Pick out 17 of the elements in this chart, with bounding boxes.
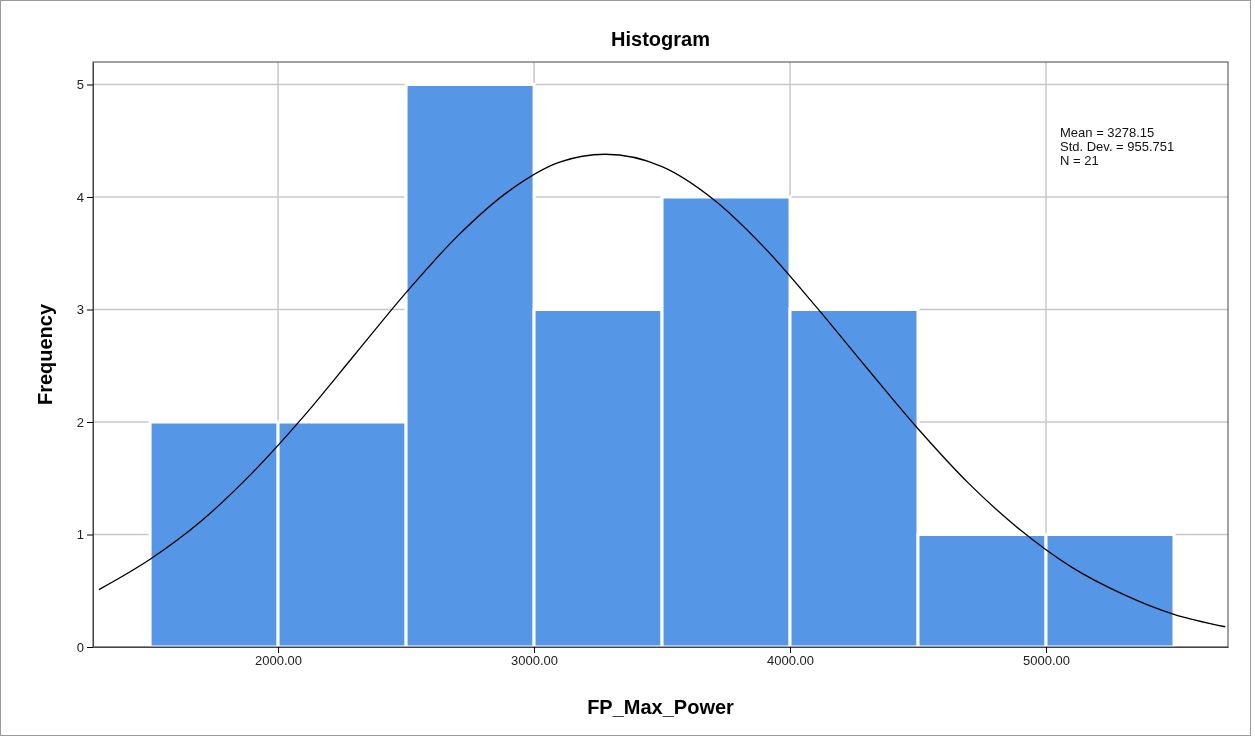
y-tick-label: 2: [76, 414, 84, 430]
y-tick-label: 5: [76, 77, 84, 93]
annotation: N = 21: [1060, 153, 1099, 168]
chart-title: Histogram: [611, 28, 710, 50]
x-tick-label: 4000.00: [767, 653, 815, 669]
x-tick-label: 5000.00: [1023, 653, 1070, 669]
y-tick-label: 0: [76, 639, 84, 655]
annotation: Std. Dev. = 955.751: [1060, 139, 1175, 154]
x-tick-label: 3000.00: [511, 653, 559, 669]
annotation: Mean = 3278.15: [1060, 125, 1155, 140]
x-tick-label: 2000.00: [255, 653, 303, 669]
line-series: [98, 153, 1226, 628]
y-axis-title: Frequency: [34, 303, 56, 406]
y-tick-label: 4: [76, 189, 84, 205]
x-axis-title: FP_Max_Power: [587, 696, 735, 718]
y-tick-label: 3: [76, 302, 84, 318]
y-tick-label: 1: [76, 527, 84, 543]
